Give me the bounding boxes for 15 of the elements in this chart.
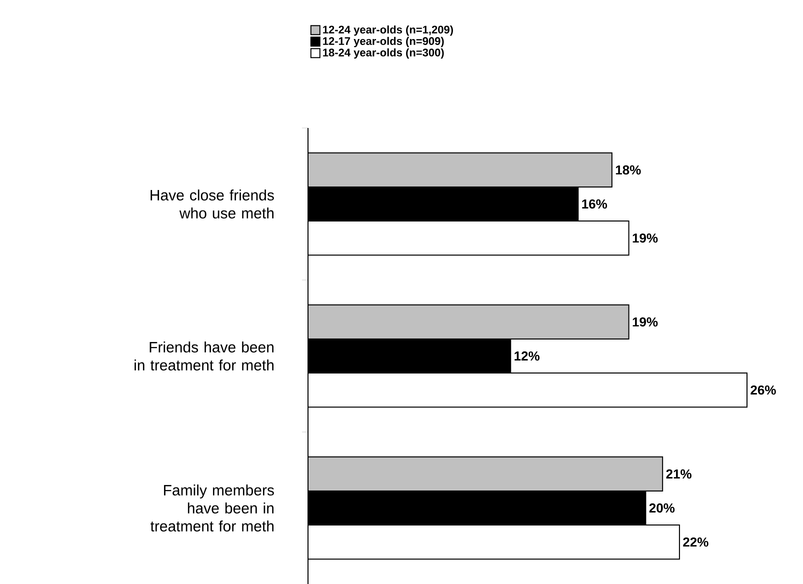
data-label: 21% (666, 469, 692, 479)
y-tick-label: Friends have been in treatment for meth (134, 341, 274, 371)
y-tick-label: Have close friends who use meth (150, 189, 274, 219)
data-label: 19% (632, 317, 658, 327)
data-label: 18% (616, 165, 641, 175)
legend-label: 12-24 year-olds (n=1,209) (323, 25, 453, 36)
y-tick-label: Family members have been in treatment for meth (150, 484, 274, 532)
data-label: 16% (582, 199, 608, 209)
data-label: 12% (514, 351, 540, 361)
data-label: 19% (632, 233, 658, 243)
data-label: 20% (649, 503, 675, 513)
legend-label: 12-17 year-olds (n=909) (323, 36, 444, 48)
data-label: 26% (750, 385, 776, 395)
data-label: 22% (683, 537, 708, 547)
legend-label: 18-24 year-olds (n=300) (323, 48, 444, 59)
